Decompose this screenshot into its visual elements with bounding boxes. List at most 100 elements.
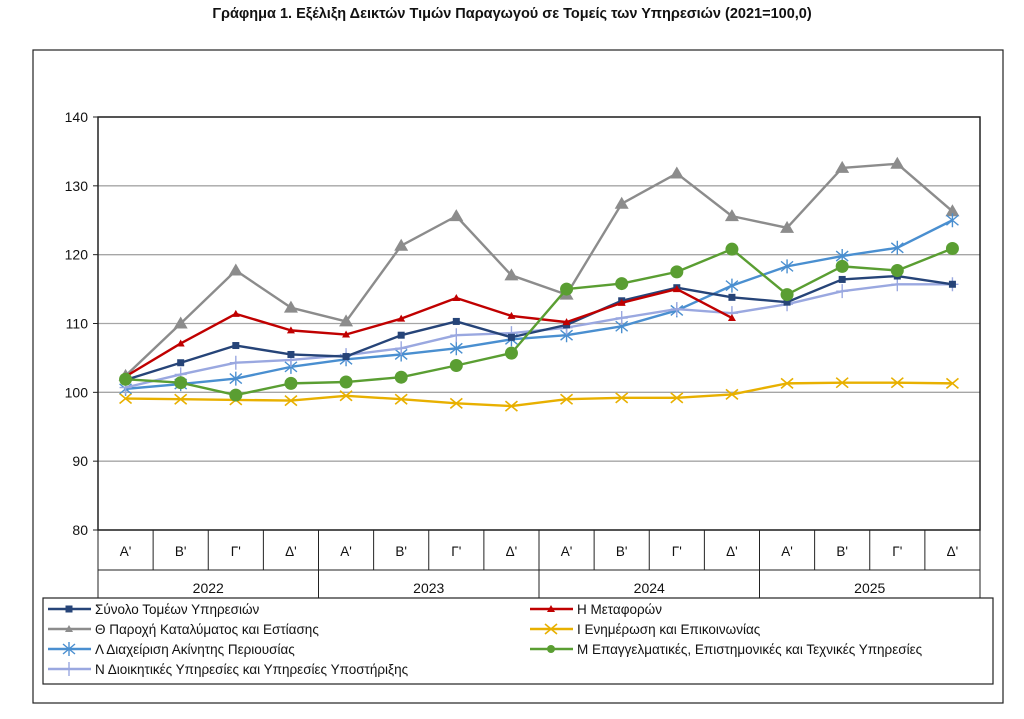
marker-star: [780, 259, 794, 274]
marker-circle: [339, 375, 353, 389]
x-tick-label: Β': [395, 544, 407, 559]
marker-triangle: [507, 311, 516, 319]
marker-square: [232, 342, 240, 350]
marker-x: [890, 377, 904, 389]
marker-triangle: [397, 314, 406, 322]
marker-square: [507, 333, 515, 341]
x-tick-label: Β': [616, 544, 628, 559]
marker-circle: [174, 376, 188, 390]
y-tick-label: 90: [72, 453, 88, 469]
legend-label: Λ Διαχείριση Ακίνητης Περιουσίας: [95, 642, 295, 657]
marker-triangle: [231, 309, 240, 317]
series-4: [119, 213, 959, 396]
legend-item: Ν Διοικητικές Υπηρεσίες και Υπηρεσίες Υπ…: [48, 662, 409, 677]
marker-x: [670, 392, 684, 404]
x-tick-label: Α': [561, 544, 573, 559]
x-tick-label: Γ': [451, 544, 461, 559]
x-tick-label: Δ': [285, 544, 297, 559]
marker-triangle: [283, 300, 298, 313]
marker-triangle: [547, 605, 555, 612]
marker-triangle: [669, 166, 684, 179]
series-line: [125, 219, 953, 391]
marker-square: [783, 298, 791, 306]
marker-circle: [394, 370, 408, 384]
marker-circle: [504, 346, 518, 360]
marker-plus: [670, 302, 683, 317]
year-label: 2024: [634, 580, 665, 596]
legend-label: Ι Ενημέρωση και Επικοινωνίας: [577, 622, 761, 637]
marker-circle: [890, 263, 904, 277]
marker-circle: [725, 242, 739, 256]
marker-x: [945, 377, 959, 389]
marker-triangle: [614, 196, 629, 209]
marker-circle: [670, 265, 684, 279]
x-tick-label: Α': [340, 544, 352, 559]
x-tick-label: Δ': [506, 544, 518, 559]
marker-circle: [780, 288, 794, 302]
year-label: 2025: [854, 580, 885, 596]
marker-triangle: [724, 209, 739, 222]
marker-x: [119, 392, 133, 405]
marker-triangle: [173, 316, 188, 329]
series-1: [121, 285, 736, 380]
marker-plus: [229, 355, 242, 370]
marker-triangle: [65, 625, 73, 632]
marker-triangle: [228, 263, 243, 276]
y-tick-label: 100: [65, 384, 89, 400]
marker-x: [780, 377, 794, 389]
x-tick-label: Γ': [672, 544, 682, 559]
marker-plus: [615, 310, 628, 325]
marker-circle: [615, 277, 629, 291]
marker-star: [890, 240, 904, 255]
marker-x: [284, 394, 298, 407]
marker-triangle: [342, 330, 351, 338]
legend-label: Σύνολο Τομέων Υπηρεσιών: [95, 602, 260, 617]
marker-triangle: [835, 160, 850, 173]
legend-box: [42, 597, 994, 685]
marker-circle: [119, 372, 133, 386]
marker-star: [229, 371, 243, 386]
marker-circle: [229, 388, 243, 402]
x-tick-label: Α': [120, 544, 132, 559]
legend-item: Η Μεταφορών: [530, 602, 662, 617]
x-tick-label: Γ': [892, 544, 902, 559]
year-label: 2023: [413, 580, 444, 596]
x-tick-label: Α': [781, 544, 793, 559]
marker-x: [725, 388, 739, 401]
marker-x: [615, 392, 629, 404]
marker-circle: [284, 376, 298, 390]
marker-star: [62, 642, 76, 656]
series-line: [125, 274, 953, 382]
marker-plus: [891, 277, 904, 292]
marker-circle: [945, 241, 959, 255]
marker-x: [174, 393, 188, 405]
y-tick-label: 110: [66, 316, 89, 332]
legend-label: Η Μεταφορών: [577, 602, 662, 617]
x-tick-label: Δ': [726, 544, 738, 559]
series-line: [125, 381, 953, 408]
x-tick-label: Δ': [947, 544, 959, 559]
marker-square: [177, 359, 185, 367]
marker-triangle: [176, 339, 185, 347]
legend-label: Θ Παροχή Καταλύματος και Εστίασης: [95, 622, 319, 637]
marker-triangle: [452, 294, 461, 302]
year-label: 2022: [193, 580, 224, 596]
marker-triangle: [394, 238, 409, 251]
series-3: [119, 377, 959, 412]
marker-square: [838, 275, 846, 283]
marker-square: [287, 350, 295, 358]
marker-triangle: [562, 318, 571, 326]
marker-triangle: [339, 314, 354, 327]
chart-title: Γράφημα 1. Εξέλιξη Δεικτών Τιμών Παραγωγ…: [212, 6, 812, 22]
marker-triangle: [504, 268, 519, 281]
marker-square: [948, 280, 956, 288]
series-5: [119, 241, 959, 402]
legend-item: Λ Διαχείριση Ακίνητης Περιουσίας: [48, 642, 295, 657]
marker-plus: [836, 284, 849, 299]
legend-label: Μ Επαγγελματικές, Επιστημονικές και Τεχν…: [577, 642, 923, 657]
y-tick-label: 120: [65, 247, 89, 263]
marker-triangle: [780, 220, 795, 233]
series-line: [125, 247, 953, 397]
marker-circle: [449, 358, 463, 372]
